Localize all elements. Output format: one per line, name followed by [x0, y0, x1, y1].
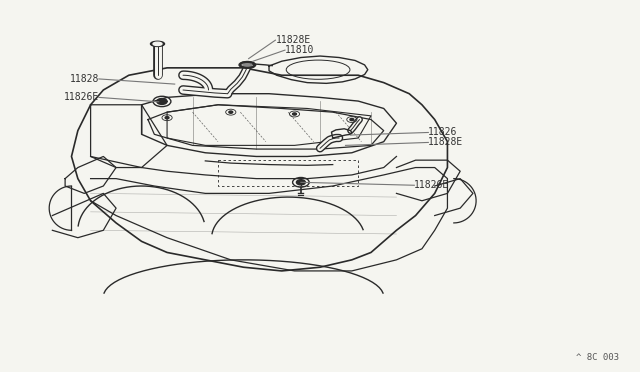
Circle shape	[350, 118, 354, 121]
Ellipse shape	[243, 63, 252, 67]
Ellipse shape	[153, 42, 162, 45]
Circle shape	[229, 111, 233, 113]
Text: 11826: 11826	[428, 128, 458, 138]
Text: 11810: 11810	[285, 45, 314, 55]
Text: ^ 8C 003: ^ 8C 003	[577, 353, 620, 362]
Ellipse shape	[150, 41, 164, 46]
Circle shape	[292, 113, 296, 115]
Text: 11826E: 11826E	[414, 180, 449, 190]
Circle shape	[157, 99, 167, 105]
Text: 11826E: 11826E	[63, 92, 99, 102]
Circle shape	[296, 180, 305, 185]
Text: 11828E: 11828E	[428, 137, 463, 147]
Text: 11828: 11828	[70, 74, 99, 84]
Text: 11828E: 11828E	[275, 35, 310, 45]
Circle shape	[165, 116, 169, 119]
